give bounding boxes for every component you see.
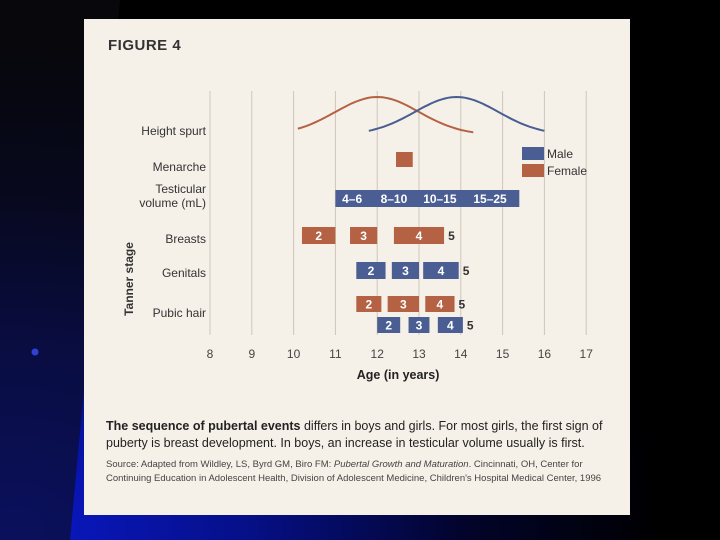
x-tick-label: 17	[580, 347, 594, 361]
height-spurt-male-curve	[368, 95, 545, 132]
breasts-end-label: 5	[448, 229, 455, 243]
pubic-hair-male-stage-label: 4	[447, 318, 454, 332]
figure-title: FIGURE 4	[108, 37, 182, 54]
breasts-stage-label: 3	[360, 229, 367, 243]
legend-male-label: Male	[547, 147, 573, 161]
pubic-hair-female-stage-label: 3	[400, 297, 407, 311]
menarche-bar	[396, 152, 413, 167]
x-tick-label: 14	[454, 347, 468, 361]
x-tick-label: 9	[248, 347, 255, 361]
genitals-bar	[391, 262, 419, 279]
pubic-hair-female-stage-label: 4	[437, 297, 444, 311]
genitals-bar	[356, 262, 386, 279]
genitals-stage-label: 4	[438, 264, 445, 278]
caption-rest: differs in boys and girls. For most girl…	[106, 419, 603, 450]
genitals-end-label: 5	[463, 264, 470, 278]
pubic-hair-male-end-label: 5	[467, 318, 474, 332]
pubic-hair-female-stage-label: 2	[365, 297, 372, 311]
row-label: Testicular volume (mL)	[139, 182, 206, 210]
caption-bold: The sequence of pubertal events	[106, 419, 301, 433]
pubic-hair-male-stage-label: 2	[385, 318, 392, 332]
legend-female-swatch	[522, 164, 544, 177]
row-label: Pubic hair	[153, 306, 206, 320]
x-tick-label: 13	[412, 347, 426, 361]
legend-male-swatch	[522, 147, 544, 160]
pubic-hair-male-bar	[377, 317, 401, 333]
source-title: Pubertal Growth and Maturation	[333, 459, 469, 470]
puberty-timeline-chart: 8 9 10 11 12 13 14 15 16 17 Age (in years) Height s…	[122, 91, 594, 382]
breasts-bar	[393, 227, 445, 244]
row-label: Menarche	[153, 160, 207, 174]
breasts-stage-label: 2	[315, 229, 322, 243]
legend-female-label: Female	[547, 164, 587, 178]
pubic-hair-male-bar	[437, 317, 463, 333]
figure-caption: The sequence of pubertal events differs …	[106, 418, 616, 452]
x-tick-label: 12	[371, 347, 385, 361]
breasts-bar	[350, 227, 378, 244]
row-label: Breasts	[165, 232, 206, 246]
pubic-hair-male-stage-label: 3	[416, 318, 423, 332]
testicular-volume-label: 4–6	[342, 192, 362, 206]
x-tick-label: 10	[287, 347, 301, 361]
x-axis-label: Age (in years)	[357, 368, 440, 382]
source-rest: . Cincinnati, OH, Center for Continuing …	[106, 459, 602, 484]
genitals-stage-label: 3	[402, 264, 409, 278]
x-tick-label: 8	[207, 347, 214, 361]
tanner-stage-label: Tanner stage	[122, 242, 136, 316]
pubic-hair-female-bar	[356, 296, 382, 312]
height-spurt-female-curve	[297, 95, 474, 134]
pubic-hair-female-bar	[387, 296, 419, 312]
figure-source: Source: Adapted from Wildley, LS, Byrd G…	[106, 458, 616, 486]
x-tick-label: 16	[538, 347, 552, 361]
testicular-volume-label: 8–10	[381, 192, 408, 206]
x-tick-label: 11	[329, 347, 342, 361]
testicular-volume-label: 10–15	[423, 192, 457, 206]
figure-card: FIGURE 4 8 9 10 11 12 13 14 15 16 17 Age (in years…	[84, 19, 630, 515]
genitals-stage-label: 2	[368, 264, 375, 278]
pubic-hair-male-bar	[408, 317, 430, 333]
x-tick-label: 15	[496, 347, 510, 361]
pubic-hair-female-bar	[425, 296, 455, 312]
pubic-hair-female-end-label: 5	[459, 297, 466, 311]
source-lead: Source: Adapted from Wildley, LS, Byrd G…	[106, 459, 334, 470]
genitals-bar	[423, 262, 459, 279]
testicular-volume-label: 15–25	[473, 192, 507, 206]
testicular-volume-bar	[335, 190, 520, 207]
row-label: Genitals	[162, 266, 206, 280]
row-label: Height spurt	[141, 124, 206, 138]
breasts-stage-label: 4	[416, 229, 423, 243]
breasts-bar	[301, 227, 336, 244]
